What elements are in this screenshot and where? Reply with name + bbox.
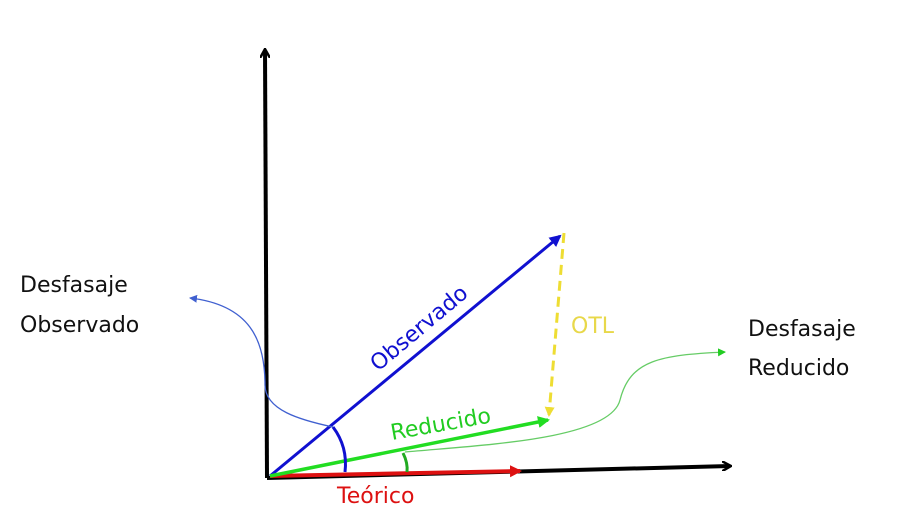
observed-label: Observado	[366, 281, 473, 377]
phase-reduced-label: Desfasaje	[748, 317, 856, 342]
observed-phase-pointer	[189, 294, 334, 428]
phase-observed-label: Observado	[20, 313, 139, 338]
reduced-label: Reducido	[389, 404, 493, 446]
observed-angle-arc	[331, 426, 347, 473]
theoretical-vector	[269, 465, 522, 478]
phase-observed-label: Desfasaje	[20, 273, 128, 298]
phase-reduced-label: Reducido	[748, 356, 849, 381]
axes	[265, 50, 730, 480]
observed-vector	[269, 234, 562, 478]
otl-vector	[544, 232, 566, 417]
y-axis	[265, 50, 267, 479]
reduced-angle-arc	[401, 452, 409, 473]
theoretical-label: Teórico	[336, 484, 414, 509]
reduced-phase-pointer	[404, 348, 726, 453]
reduced-vector	[269, 416, 550, 478]
otl-label: OTL	[571, 314, 615, 339]
